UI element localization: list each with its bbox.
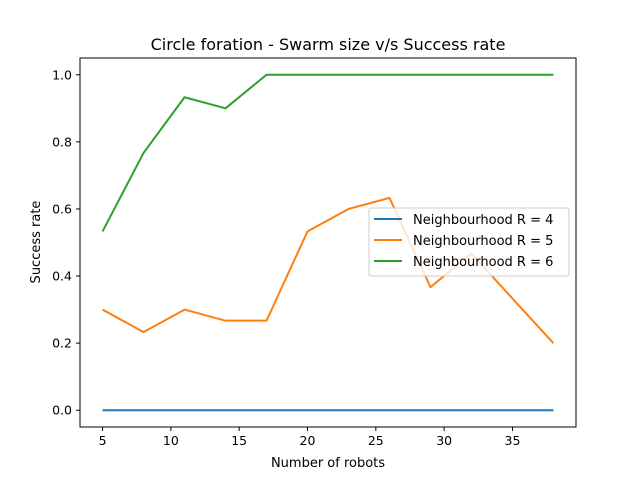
x-tick-label: 5 <box>99 433 107 448</box>
legend-box <box>368 207 570 277</box>
y-tick-label: 0.0 <box>52 403 72 418</box>
x-tick-label: 20 <box>300 433 316 448</box>
x-axis-label: Number of robots <box>271 456 385 471</box>
series-line-3 <box>101 73 554 232</box>
ticks-layer: 5 10 15 20 25 30 35 0.0 0.2 0.4 0.6 0.8 1.0 <box>52 67 520 448</box>
x-tick-label: 35 <box>505 433 521 448</box>
legend-label-1: Neighbourhood R = 4 <box>413 213 553 228</box>
x-tick-label: 15 <box>231 433 247 448</box>
y-tick-label: 0.6 <box>52 201 72 216</box>
legend: Neighbourhood R = 4 Neighbourhood R = 5 Ne… <box>368 207 570 277</box>
x-tick-label: 10 <box>163 433 179 448</box>
x-tick-label: 30 <box>436 433 452 448</box>
x-tick-label: 25 <box>368 433 384 448</box>
plot-frame <box>79 57 577 428</box>
legend-label-2: Neighbourhood R = 5 <box>413 234 553 249</box>
legend-label-3: Neighbourhood R = 6 <box>413 255 553 270</box>
y-axis-label: Success rate <box>29 201 44 284</box>
y-tick-label: 0.8 <box>52 134 72 149</box>
chart-title: Circle foration - Swarm size v/s Success… <box>151 35 506 54</box>
y-tick-label: 0.2 <box>52 336 72 351</box>
y-tick-label: 1.0 <box>52 67 72 82</box>
y-tick-label: 0.4 <box>52 269 72 284</box>
